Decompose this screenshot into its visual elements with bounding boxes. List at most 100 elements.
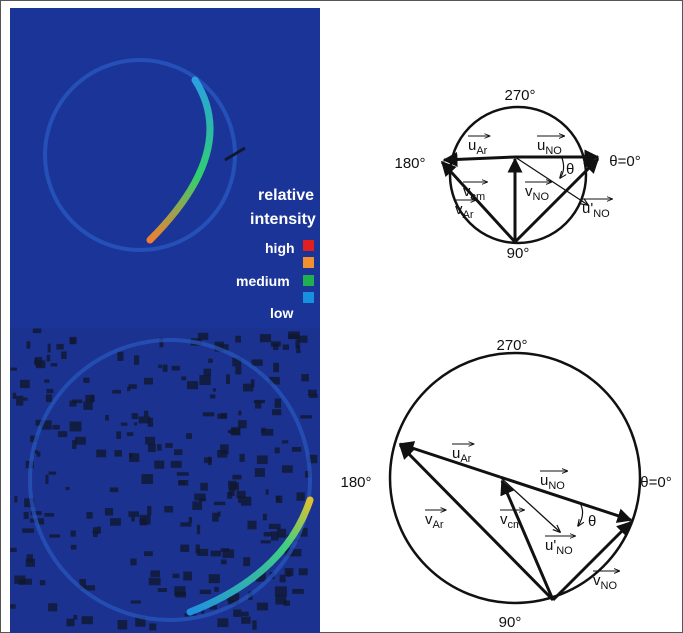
noise xyxy=(228,481,237,489)
noise xyxy=(210,394,215,398)
noise xyxy=(183,572,192,581)
vector-symbol: u xyxy=(452,445,460,462)
noise xyxy=(272,409,281,415)
noise xyxy=(165,443,172,448)
noise xyxy=(174,586,185,595)
noise xyxy=(299,568,308,575)
noise xyxy=(296,350,301,353)
noise xyxy=(149,578,161,586)
vector-subscript: NO xyxy=(548,480,565,492)
legend-title: relative xyxy=(258,187,314,204)
noise xyxy=(157,444,161,450)
noise xyxy=(148,418,153,427)
vector-subscript: Ar xyxy=(460,453,471,465)
noise xyxy=(241,617,250,624)
noise xyxy=(158,365,162,369)
noise xyxy=(308,390,317,396)
noise xyxy=(187,381,198,389)
vector-subscript: Ar xyxy=(476,145,487,157)
noise xyxy=(283,344,289,349)
noise xyxy=(44,513,54,517)
noise xyxy=(56,344,63,350)
vector-subscript: Ar xyxy=(433,519,444,531)
vector-subscript: NO xyxy=(601,580,618,592)
theta-label: θ xyxy=(588,513,596,530)
noise xyxy=(127,387,130,392)
noise xyxy=(241,612,248,616)
noise xyxy=(83,378,89,383)
noise xyxy=(189,517,192,523)
noise xyxy=(71,530,76,536)
legend-swatch xyxy=(303,292,314,303)
noise xyxy=(231,427,240,435)
noise xyxy=(110,487,119,492)
legend-swatch xyxy=(303,257,314,268)
noise xyxy=(127,432,134,436)
noise xyxy=(158,588,167,592)
noise xyxy=(243,557,250,566)
noise xyxy=(134,355,139,364)
noise xyxy=(261,429,273,436)
noise xyxy=(171,461,182,468)
noise xyxy=(204,369,211,376)
noise xyxy=(214,502,225,505)
noise xyxy=(273,343,278,350)
vector-subscript: Ar xyxy=(463,209,474,221)
legend-title: intensity xyxy=(250,211,316,228)
noise xyxy=(21,579,32,585)
angle-label: 90° xyxy=(507,245,530,262)
noise xyxy=(243,384,253,392)
legend-label: high xyxy=(265,240,295,256)
noise xyxy=(140,515,151,525)
noise xyxy=(196,545,200,554)
noise xyxy=(52,425,59,430)
legend-label: medium xyxy=(236,273,290,289)
noise xyxy=(96,450,106,458)
noise xyxy=(285,568,294,576)
noise xyxy=(121,423,128,426)
noise xyxy=(49,534,60,537)
noise xyxy=(44,379,49,382)
noise xyxy=(233,609,241,616)
noise xyxy=(255,468,265,477)
noise xyxy=(226,374,230,384)
bottom-image xyxy=(10,328,320,633)
noise xyxy=(48,344,51,353)
noise xyxy=(75,437,86,445)
noise xyxy=(73,615,77,620)
noise xyxy=(20,380,30,388)
noise xyxy=(241,497,251,506)
noise xyxy=(275,586,287,596)
noise xyxy=(22,528,34,532)
vector-subscript: NO xyxy=(556,545,573,557)
noise xyxy=(87,512,93,519)
noise xyxy=(117,352,123,361)
noise xyxy=(247,521,256,530)
noise xyxy=(238,411,241,416)
noise xyxy=(37,452,41,457)
noise xyxy=(178,480,188,486)
noise xyxy=(66,487,70,490)
noise xyxy=(173,574,180,578)
angle-label: 270° xyxy=(496,337,527,354)
noise xyxy=(144,411,148,417)
noise xyxy=(16,396,23,406)
vector-subscript: NO xyxy=(533,191,550,203)
noise xyxy=(263,514,267,521)
noise xyxy=(297,492,305,500)
angle-label: θ=0° xyxy=(640,474,671,491)
noise xyxy=(300,415,312,418)
vector-symbol: u' xyxy=(582,200,593,217)
noise xyxy=(200,590,211,594)
noise xyxy=(58,431,67,437)
noise xyxy=(46,475,49,484)
angle-label: 180° xyxy=(340,474,371,491)
noise xyxy=(48,603,57,611)
vector-subscript: cm xyxy=(508,519,523,531)
vector-subscript: cm xyxy=(471,191,486,203)
noise xyxy=(275,399,281,408)
noise xyxy=(220,413,227,418)
noise xyxy=(116,431,121,438)
noise xyxy=(181,376,186,380)
noise xyxy=(27,554,33,562)
